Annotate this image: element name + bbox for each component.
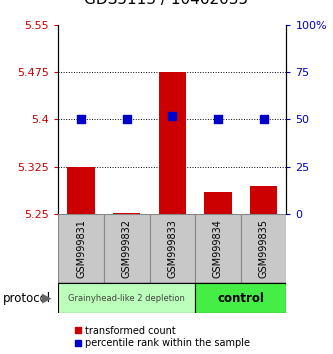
Text: GSM999832: GSM999832 (122, 219, 132, 278)
Point (215, 116, 220, 122)
Text: GSM999833: GSM999833 (167, 219, 177, 278)
Text: protocol: protocol (3, 292, 52, 305)
Bar (104, 214, 150, 283)
Text: GDS5113 / 10462035: GDS5113 / 10462035 (85, 0, 248, 7)
Text: ▶: ▶ (42, 292, 52, 305)
Point (169, 114, 175, 119)
Bar (195, 214, 241, 283)
Bar (150, 214, 195, 283)
Point (79, 116, 84, 122)
Text: GSM999831: GSM999831 (76, 219, 86, 278)
Text: control: control (217, 292, 264, 305)
Bar (250, 186, 277, 214)
Text: GSM999834: GSM999834 (213, 219, 223, 278)
Bar (195, 283, 286, 313)
Bar (113, 213, 141, 214)
Bar (67, 167, 95, 214)
Point (261, 116, 266, 122)
Text: GSM999835: GSM999835 (258, 219, 269, 278)
Legend: transformed count, percentile rank within the sample: transformed count, percentile rank withi… (70, 322, 254, 352)
Bar (58, 214, 104, 283)
Point (124, 116, 129, 122)
Bar (241, 214, 286, 283)
Bar (159, 72, 186, 214)
Bar (204, 192, 232, 214)
Bar (58, 283, 195, 313)
Text: Grainyhead-like 2 depletion: Grainyhead-like 2 depletion (68, 294, 185, 303)
